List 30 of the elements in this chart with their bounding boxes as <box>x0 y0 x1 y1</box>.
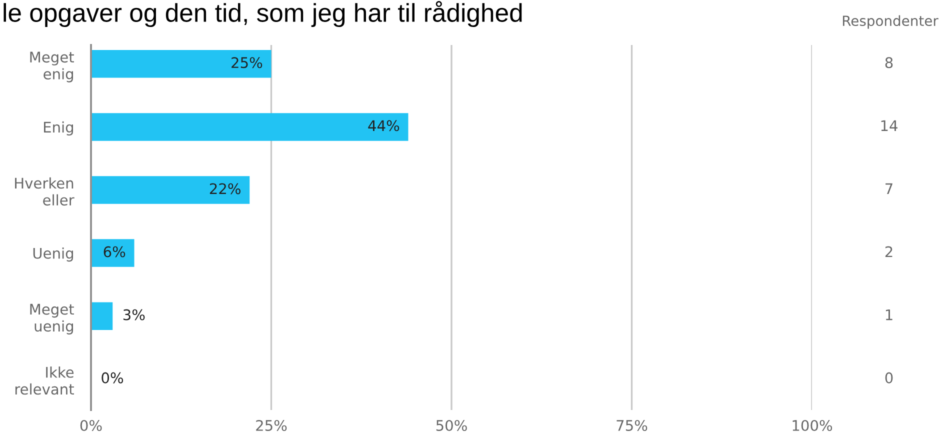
data-label: 3% <box>123 309 145 320</box>
y-tick-label: Meget enig <box>30 52 74 82</box>
data-label: 22% <box>210 183 240 194</box>
text: 2 <box>885 246 892 258</box>
x-tick-label: 50% <box>436 420 467 432</box>
text: 14 <box>881 120 898 131</box>
y-tick-label: Meget uenig <box>30 304 74 334</box>
bar <box>91 302 113 330</box>
text: 8 <box>885 57 893 68</box>
chart-title: le opgaver og den tid, som jeg har til rådighed <box>4 1 522 28</box>
y-tick-label: Uenig <box>33 247 74 262</box>
y-tick-label: Ikke relevant <box>15 366 74 395</box>
text: 7 <box>886 183 892 194</box>
data-label: 0% <box>102 372 124 384</box>
x-tick-label: 25% <box>256 420 287 432</box>
data-label: 44% <box>368 120 400 132</box>
bar <box>91 113 408 141</box>
data-label: 25% <box>232 57 262 68</box>
x-tick-label: 0% <box>80 420 102 432</box>
x-tick-label: 100% <box>792 420 832 432</box>
bar <box>91 176 250 204</box>
y-tick-label: Hverken eller <box>15 177 74 206</box>
text: 1 <box>886 309 892 320</box>
text: 0 <box>885 372 893 384</box>
y-tick-label: Enig <box>44 121 74 136</box>
x-tick-label: 75% <box>616 420 648 432</box>
bar <box>91 239 134 267</box>
text: Respondenter <box>842 15 938 29</box>
data-label: 6% <box>104 246 126 258</box>
bar <box>91 50 272 78</box>
